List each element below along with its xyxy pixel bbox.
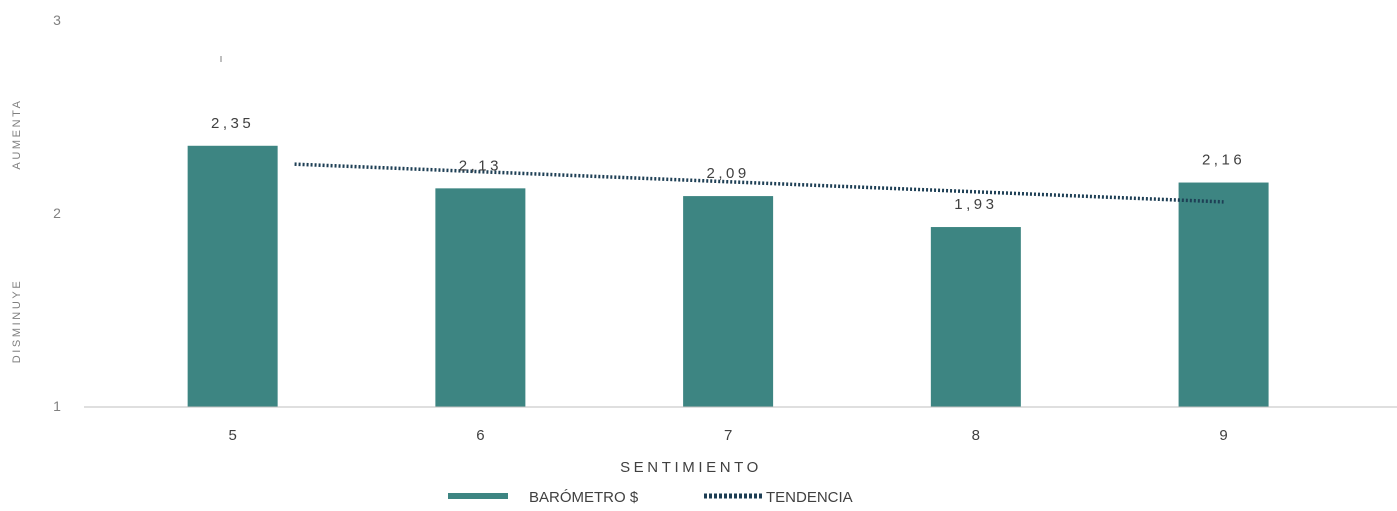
y-tick-label: 2 <box>53 205 61 221</box>
data-label-5: 2,35 <box>211 115 254 132</box>
bar-7 <box>683 196 774 407</box>
y-axis-label-top: AUMENTA <box>11 98 23 169</box>
bar-series <box>187 145 1269 407</box>
legend-bar-label: BARÓMETRO $ <box>529 489 639 506</box>
x-tick-label: 8 <box>972 427 980 444</box>
data-labels: 2,35 2,13 2,09 1,93 2,16 <box>211 115 1245 213</box>
data-label-8: 1,93 <box>954 196 997 213</box>
y-axis-ticks: 1 2 3 <box>53 12 61 414</box>
legend-trend-label: TENDENCIA <box>766 489 853 506</box>
x-axis-ticks: 5 6 7 8 9 <box>228 427 1227 444</box>
data-label-6: 2,13 <box>459 157 502 174</box>
trend-line <box>294 162 1224 204</box>
x-tick-label: 5 <box>228 427 236 444</box>
bar-8 <box>930 227 1021 407</box>
y-tick-label: 3 <box>53 12 61 28</box>
legend: BARÓMETRO $ TENDENCIA <box>448 489 853 506</box>
x-tick-label: 6 <box>476 427 484 444</box>
bar-9 <box>1178 182 1269 407</box>
x-axis-title: SENTIMIENTO <box>620 459 762 476</box>
bar-6 <box>435 188 526 407</box>
x-tick-label: 9 <box>1219 427 1227 444</box>
bar-5 <box>187 145 278 407</box>
data-label-7: 2,09 <box>707 165 750 182</box>
x-tick-label: 7 <box>724 427 732 444</box>
y-tick-label: 1 <box>53 398 61 414</box>
y-axis-label-bottom: DISMINUYE <box>11 279 23 364</box>
data-label-9: 2,16 <box>1202 152 1245 169</box>
